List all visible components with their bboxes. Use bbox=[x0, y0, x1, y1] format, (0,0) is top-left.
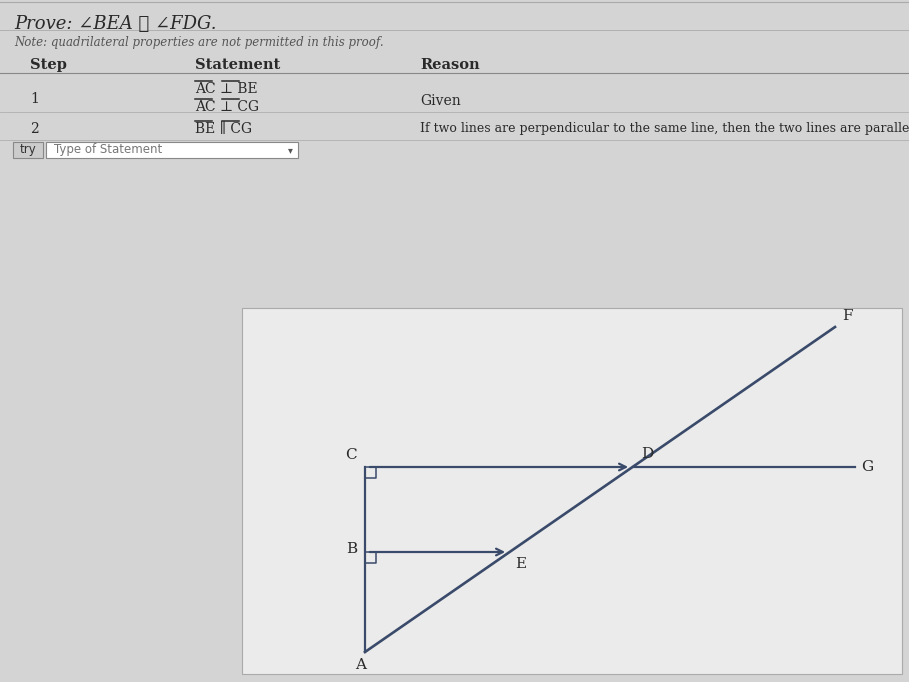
Text: Prove: ∠BEA ≅ ∠FDG.: Prove: ∠BEA ≅ ∠FDG. bbox=[14, 15, 216, 33]
Text: 1: 1 bbox=[30, 92, 39, 106]
Text: D: D bbox=[641, 447, 654, 461]
Text: A: A bbox=[355, 658, 366, 672]
Text: 2: 2 bbox=[30, 122, 39, 136]
Text: Statement: Statement bbox=[195, 58, 280, 72]
Text: E: E bbox=[515, 557, 526, 571]
FancyBboxPatch shape bbox=[242, 308, 902, 674]
FancyBboxPatch shape bbox=[46, 142, 298, 158]
Text: If two lines are perpendicular to the same line, then the two lines are parallel: If two lines are perpendicular to the sa… bbox=[420, 122, 909, 135]
Text: Type of Statement: Type of Statement bbox=[54, 143, 162, 156]
Text: C: C bbox=[345, 448, 357, 462]
Text: AC ⊥ BE: AC ⊥ BE bbox=[195, 82, 257, 96]
Text: Reason: Reason bbox=[420, 58, 480, 72]
Text: AC ⊥ CG: AC ⊥ CG bbox=[195, 100, 259, 114]
Text: try: try bbox=[20, 143, 36, 156]
FancyBboxPatch shape bbox=[13, 142, 43, 158]
Text: F: F bbox=[842, 309, 853, 323]
Text: Note: quadrilateral properties are not permitted in this proof.: Note: quadrilateral properties are not p… bbox=[14, 36, 384, 49]
Text: BE ∥ CG: BE ∥ CG bbox=[195, 122, 252, 136]
Text: Step: Step bbox=[30, 58, 67, 72]
Text: Given: Given bbox=[420, 94, 461, 108]
Text: B: B bbox=[346, 542, 357, 556]
Text: G: G bbox=[861, 460, 874, 474]
Text: ▾: ▾ bbox=[288, 145, 293, 155]
